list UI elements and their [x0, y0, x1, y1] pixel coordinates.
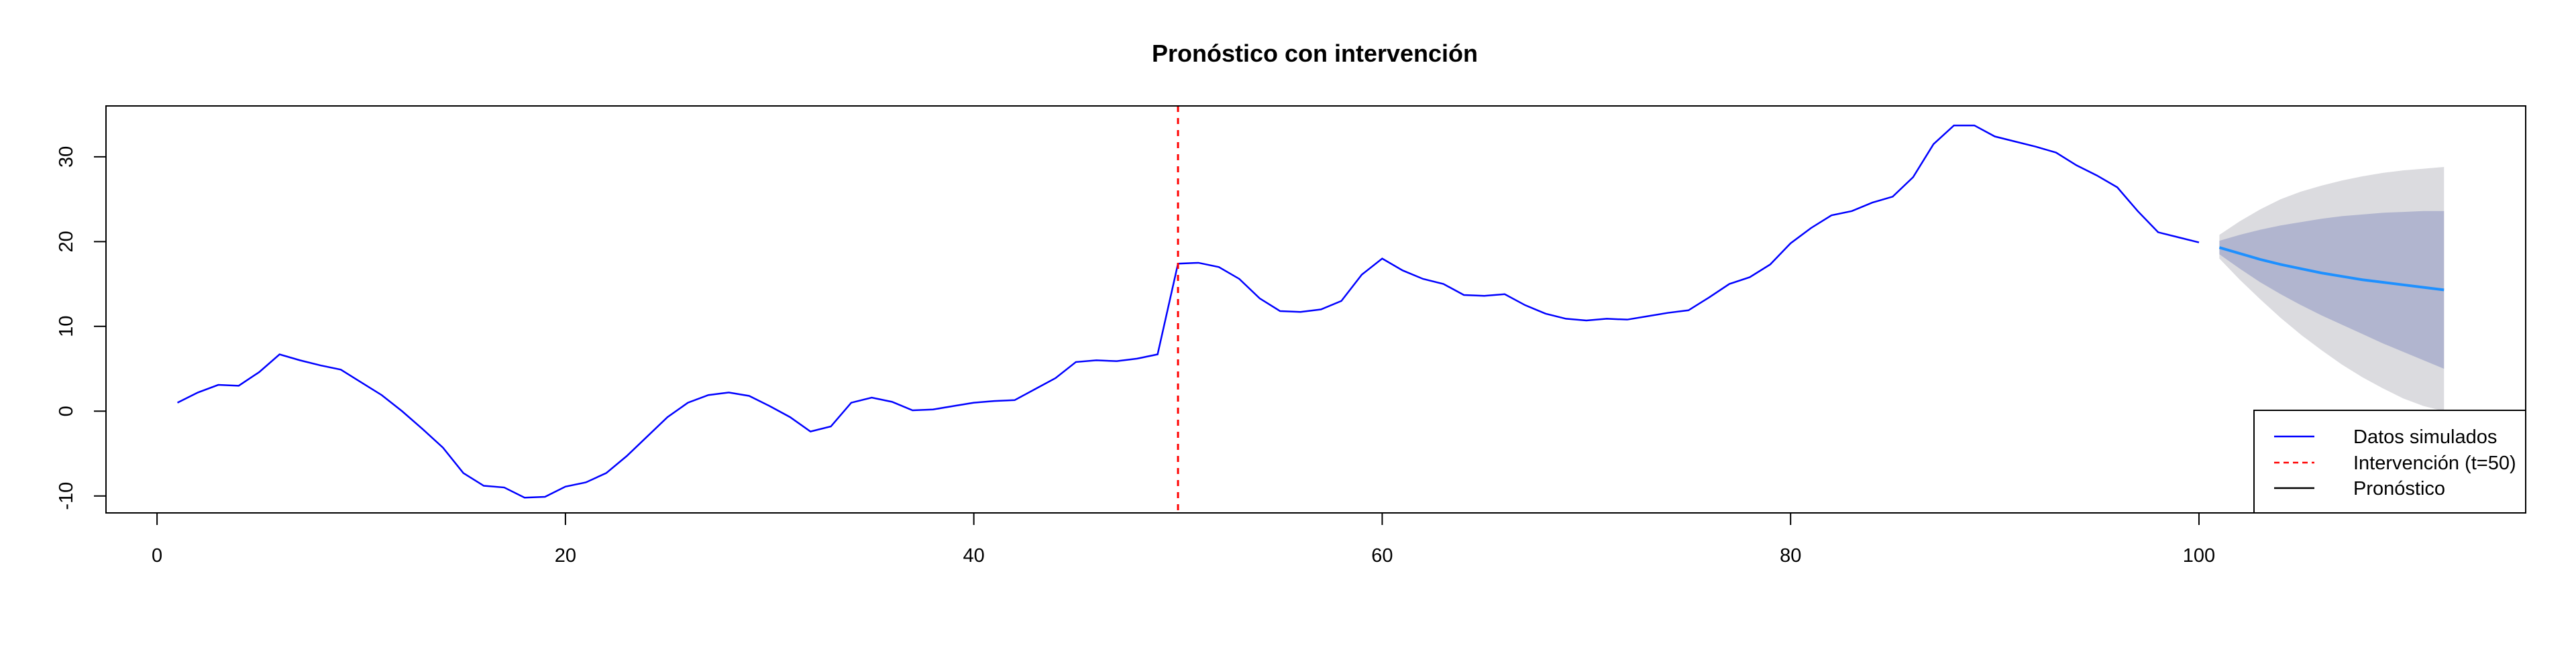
x-tick-label: 100 — [2183, 545, 2215, 567]
x-tick-label: 80 — [1780, 545, 1801, 567]
chart-title: Pronóstico con intervención — [1152, 40, 1478, 67]
x-tick-label: 0 — [152, 545, 162, 567]
y-tick-label: 20 — [56, 231, 77, 252]
forecast-bands — [2219, 167, 2445, 412]
series-line-datos-simulados — [176, 124, 2200, 499]
y-tick-label: 0 — [56, 406, 77, 416]
x-tick-label: 20 — [555, 545, 576, 567]
x-tick-label: 40 — [963, 545, 985, 567]
y-tick-label: 10 — [56, 316, 77, 337]
series-lines — [176, 106, 2445, 513]
y-tick-label: 30 — [56, 146, 77, 168]
y-axis: -10 0 10 20 30 — [56, 146, 107, 510]
series-line-pronostico — [2218, 246, 2445, 292]
legend-label: Intervención (t=50) — [2353, 453, 2516, 474]
legend-label: Datos simulados — [2353, 426, 2497, 448]
forecast-band-80 — [2219, 211, 2445, 369]
legend: Datos simulados Intervención (t=50) Pronós… — [2253, 410, 2526, 514]
x-tick-label: 60 — [1371, 545, 1393, 567]
legend-label: Pronóstico — [2353, 478, 2445, 499]
x-axis: 0 20 40 60 80 100 — [152, 512, 2215, 567]
legend-box — [2253, 410, 2526, 514]
y-tick-label: -10 — [56, 482, 77, 510]
